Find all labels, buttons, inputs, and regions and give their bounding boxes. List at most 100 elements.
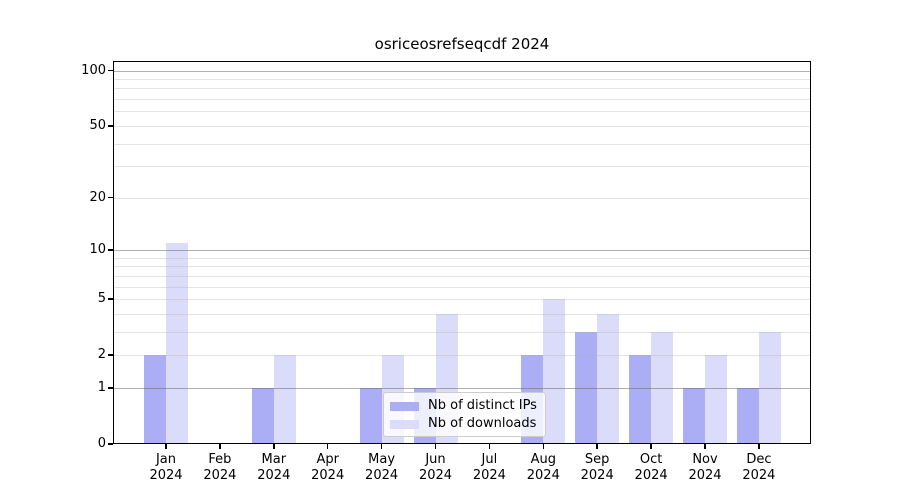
y-tick-mark (108, 354, 113, 356)
gridline-minor (113, 143, 811, 145)
bar-distinct-ips (144, 355, 166, 444)
x-label-month: Oct (639, 452, 663, 467)
x-tick-mark (488, 444, 491, 449)
y-tick-mark (108, 387, 113, 389)
x-label-month: Jan (155, 452, 177, 467)
x-label-year: 2024 (418, 468, 453, 483)
gridline-minor (113, 166, 811, 168)
x-axis-tick-label: Nov 2024 (677, 452, 733, 484)
x-axis-tick-label: Jan 2024 (138, 452, 194, 484)
x-label-year: 2024 (634, 468, 668, 483)
y-tick-mark (108, 443, 113, 445)
y-tick-mark (108, 249, 113, 251)
legend-swatch-distinct-ips (390, 401, 419, 411)
gridline-minor (113, 88, 811, 90)
bar-distinct-ips (736, 387, 759, 444)
gridline-minor (113, 79, 811, 81)
y-tick-mark (108, 298, 113, 300)
x-label-year: 2024 (472, 468, 506, 483)
x-axis-tick-label: Apr 2024 (300, 452, 356, 484)
x-label-year: 2024 (526, 468, 560, 483)
x-tick-mark (326, 444, 329, 449)
x-tick-mark (434, 444, 437, 449)
gridline-minor (113, 257, 811, 259)
bar-distinct-ips (359, 387, 382, 444)
x-label-year: 2024 (257, 468, 291, 483)
y-axis-tick-label: 100 (81, 62, 106, 78)
bar-downloads (597, 313, 620, 444)
x-tick-mark (165, 444, 167, 449)
bar-downloads (166, 242, 188, 444)
x-axis-tick-label: Dec 2024 (731, 452, 787, 484)
y-tick-mark (108, 196, 113, 199)
x-axis-tick-label: Jul 2024 (461, 452, 517, 484)
gridline-minor (113, 331, 811, 333)
x-label-month: Jul (481, 452, 498, 467)
y-axis-tick-label: 50 (89, 117, 106, 133)
y-tick-mark (108, 125, 113, 127)
x-label-year: 2024 (688, 468, 722, 483)
legend-item-distinct-ips: Nb of distinct IPs (390, 397, 539, 415)
legend-label-distinct-ips: Nb of distinct IPs (428, 398, 537, 413)
gridline-minor (113, 197, 811, 199)
bar-distinct-ips (251, 387, 274, 444)
x-label-month: Apr (316, 452, 339, 467)
x-axis-tick-label: Mar 2024 (246, 452, 302, 484)
gridline-minor (113, 111, 811, 113)
x-label-month: Mar (261, 452, 287, 467)
x-axis-tick-label: Oct 2024 (623, 452, 679, 484)
bar-distinct-ips (683, 387, 705, 444)
x-axis-tick-label: Jun 2024 (408, 452, 464, 484)
x-label-year: 2024 (742, 468, 776, 483)
x-tick-mark (758, 444, 760, 449)
y-axis-tick-label: 2 (97, 347, 106, 363)
x-label-year: 2024 (311, 468, 345, 483)
bar-downloads (273, 355, 296, 444)
x-label-year: 2024 (580, 468, 614, 483)
x-label-year: 2024 (365, 468, 399, 483)
gridline-major (113, 387, 811, 389)
x-label-month: Feb (208, 452, 232, 467)
y-axis-tick-label: 1 (97, 379, 106, 395)
y-axis-tick-label: 5 (97, 291, 106, 307)
y-axis-tick-label: 0 (97, 436, 106, 451)
bar-downloads (543, 299, 566, 444)
x-label-month: Jun (425, 452, 446, 467)
x-tick-mark (380, 444, 383, 449)
gridline-minor (113, 299, 811, 301)
gridline-major (113, 249, 811, 251)
gridline-minor (113, 313, 811, 315)
x-label-year: 2024 (203, 468, 237, 483)
x-tick-mark (704, 444, 706, 449)
x-label-month: Aug (530, 452, 556, 467)
x-label-month: May (368, 452, 396, 467)
x-label-month: Dec (746, 452, 772, 467)
legend-swatch-downloads (390, 419, 419, 429)
bar-downloads (705, 355, 727, 444)
gridline-minor (113, 125, 811, 127)
plot-area: Nb of distinct IPs Nb of downloads (113, 61, 811, 444)
gridline-minor (113, 286, 811, 288)
x-label-month: Sep (584, 452, 610, 467)
y-tick-mark (108, 69, 113, 72)
gridline-minor (113, 266, 811, 268)
bar-distinct-ips (629, 355, 652, 444)
legend-label-downloads: Nb of downloads (428, 416, 537, 431)
x-label-year: 2024 (149, 468, 183, 483)
legend-item-downloads: Nb of downloads (390, 415, 539, 433)
y-axis-tick-label: 20 (89, 189, 106, 205)
gridline-minor (113, 99, 811, 101)
gridline-minor (113, 355, 811, 357)
x-tick-mark (650, 444, 652, 449)
x-axis-tick-label: Aug 2024 (515, 452, 571, 484)
chart-title: osriceosrefseqcdf 2024 (374, 35, 550, 53)
x-axis-tick-label: Feb 2024 (192, 452, 248, 484)
x-axis-tick-label: Sep 2024 (569, 452, 625, 484)
gridline-major (113, 70, 811, 72)
legend: Nb of distinct IPs Nb of downloads (383, 392, 546, 437)
gridline-minor (113, 275, 811, 277)
x-tick-mark (542, 444, 545, 449)
y-axis-tick-label: 10 (89, 241, 106, 257)
x-tick-mark (273, 444, 275, 449)
